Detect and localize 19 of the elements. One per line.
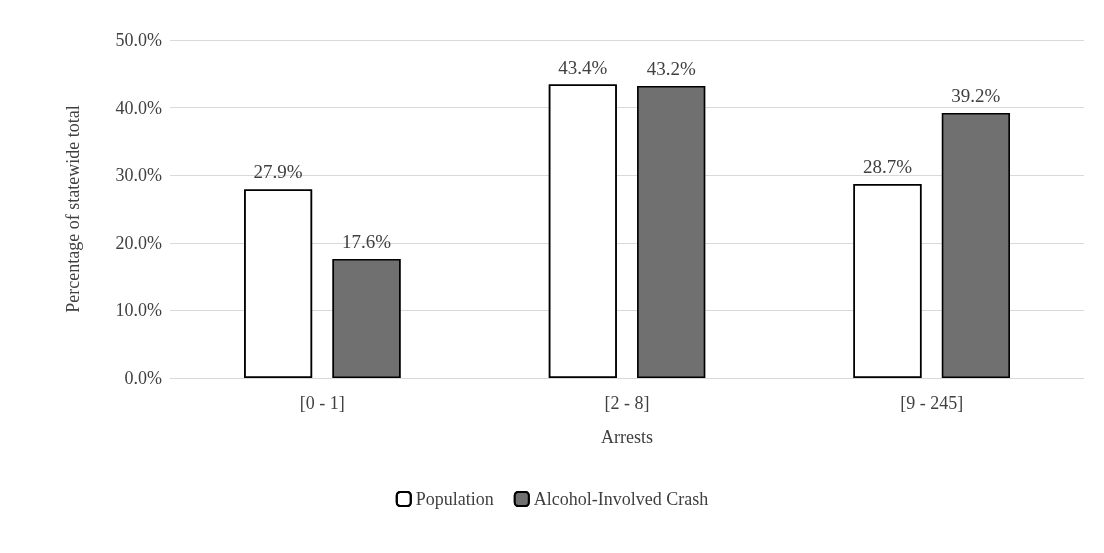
data-label: 28.7% [862, 155, 913, 177]
y-tick-label: 20.0% [115, 232, 162, 253]
y-tick-label: 30.0% [115, 165, 162, 186]
data-label: 17.6% [341, 231, 392, 253]
y-tick-label: 0.0% [124, 368, 162, 388]
data-label: 27.9% [253, 161, 303, 183]
x-tick-label: [0 - 1] [299, 393, 345, 413]
legend-label: Alcohol-Involved Crash [533, 489, 709, 509]
data-label: 43.4% [558, 56, 608, 78]
x-axis-title: Arrests [601, 427, 653, 447]
data-label: 39.2% [951, 85, 1001, 107]
legend-label: Population [415, 489, 494, 509]
data-label: 43.2% [646, 57, 696, 79]
y-tick-label: 40.0% [115, 97, 162, 118]
y-tick-label: 50.0% [115, 30, 162, 50]
x-tick-label: [9 - 245] [900, 393, 964, 413]
y-axis-title: Percentage of statewide total [63, 105, 83, 313]
y-tick-label: 10.0% [115, 300, 162, 321]
x-tick-label: [2 - 8] [604, 393, 650, 413]
